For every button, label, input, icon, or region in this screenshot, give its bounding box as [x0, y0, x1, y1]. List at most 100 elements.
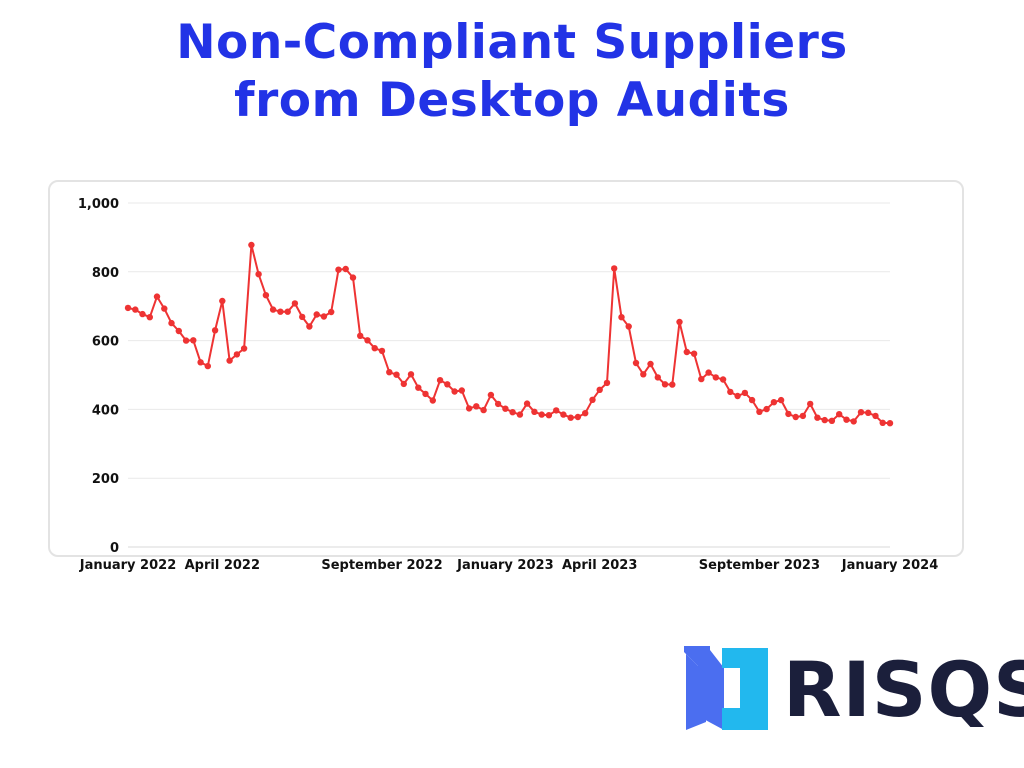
- series-line: [127, 244, 891, 425]
- data-point: [306, 323, 313, 330]
- y-tick-label: 0: [110, 541, 119, 556]
- data-point: [850, 418, 857, 425]
- data-point: [756, 408, 763, 415]
- data-point: [770, 399, 778, 406]
- data-point: [422, 390, 429, 398]
- data-point: [190, 337, 197, 344]
- data-point: [712, 374, 719, 381]
- data-point: [502, 405, 509, 412]
- data-point: [669, 381, 676, 388]
- data-point: [132, 306, 139, 313]
- data-point: [727, 388, 734, 396]
- risqs-logo-text: RISQS: [783, 645, 1024, 734]
- data-point: [284, 308, 291, 315]
- y-tick-label: 600: [92, 335, 119, 350]
- y-tick-label: 200: [92, 472, 119, 487]
- data-point: [248, 241, 255, 249]
- data-point: [777, 396, 785, 404]
- data-point: [589, 396, 596, 403]
- data-point: [357, 332, 364, 339]
- line-chart: 0 200 400 600 800 1,000 January 2022 April 2022…: [78, 197, 938, 573]
- chart-title-line-2: from Desktop Audits: [234, 73, 790, 128]
- data-point: [240, 345, 248, 352]
- data-point: [400, 380, 407, 388]
- data-point: [574, 413, 582, 421]
- risqs-bracket-logo-icon: [684, 646, 768, 730]
- risqs-logo-icon: [684, 646, 768, 730]
- data-point: [799, 412, 807, 420]
- data-point: [211, 327, 219, 334]
- data-point: [480, 406, 487, 414]
- x-tick-label: January 2022: [79, 558, 176, 573]
- data-point: [465, 405, 473, 412]
- data-point: [719, 376, 727, 383]
- data-point: [436, 377, 444, 384]
- x-tick-label: April 2022: [185, 558, 260, 573]
- data-point: [698, 375, 705, 383]
- data-point: [328, 308, 335, 316]
- chart-card: [48, 180, 964, 557]
- data-point: [553, 407, 560, 414]
- data-point: [175, 327, 182, 335]
- data-point: [320, 313, 328, 320]
- data-point: [255, 271, 262, 278]
- y-tick-label: 1,000: [78, 197, 119, 212]
- data-point: [197, 359, 204, 366]
- data-point: [269, 306, 277, 313]
- data-point: [277, 308, 284, 315]
- data-point: [640, 371, 647, 378]
- data-point: [168, 319, 175, 327]
- data-point: [879, 419, 886, 426]
- data-point: [161, 305, 168, 312]
- data-point: [654, 374, 661, 381]
- data-point: [509, 409, 516, 416]
- data-point: [153, 293, 161, 300]
- data-point: [690, 350, 698, 357]
- data-point: [291, 300, 299, 307]
- data-point: [661, 381, 669, 388]
- data-point: [632, 359, 640, 367]
- data-point: [204, 362, 211, 370]
- data-point: [299, 313, 306, 321]
- data-point: [734, 392, 741, 400]
- data-point: [415, 384, 422, 391]
- data-point: [857, 409, 865, 416]
- data-point: [226, 357, 233, 364]
- data-point: [865, 409, 872, 416]
- data-point: [785, 410, 792, 418]
- data-point: [545, 412, 553, 419]
- y-tick-label: 800: [92, 266, 119, 281]
- data-point: [567, 414, 574, 421]
- data-point: [523, 400, 531, 407]
- data-point: [596, 386, 603, 393]
- data-point: [763, 405, 770, 413]
- data-point: [364, 337, 371, 344]
- data-point: [618, 314, 625, 321]
- data-point: [516, 411, 524, 418]
- data-point: [872, 412, 879, 420]
- data-point: [342, 265, 349, 273]
- data-point: [451, 388, 458, 395]
- data-point: [741, 389, 749, 397]
- data-point: [429, 397, 436, 404]
- y-tick-label: 400: [92, 403, 119, 418]
- data-point: [683, 348, 690, 356]
- data-point: [393, 371, 400, 378]
- data-point: [386, 369, 393, 376]
- data-point: [531, 408, 538, 415]
- data-point: [458, 387, 465, 394]
- data-point: [349, 274, 357, 281]
- chart-title: Non-Compliant Suppliers from Desktop Aud…: [0, 14, 1024, 130]
- data-point: [611, 265, 618, 272]
- data-point: [748, 396, 756, 404]
- x-tick-label: September 2023: [699, 558, 820, 573]
- data-point: [378, 347, 386, 355]
- chart-title-line-1: Non-Compliant Suppliers: [176, 15, 848, 70]
- x-tick-label: April 2023: [562, 558, 637, 573]
- data-point: [313, 311, 320, 318]
- data-point: [814, 414, 821, 421]
- x-tick-label: January 2024: [841, 558, 938, 573]
- data-point: [560, 411, 567, 418]
- data-point: [146, 314, 153, 321]
- data-point: [843, 416, 850, 423]
